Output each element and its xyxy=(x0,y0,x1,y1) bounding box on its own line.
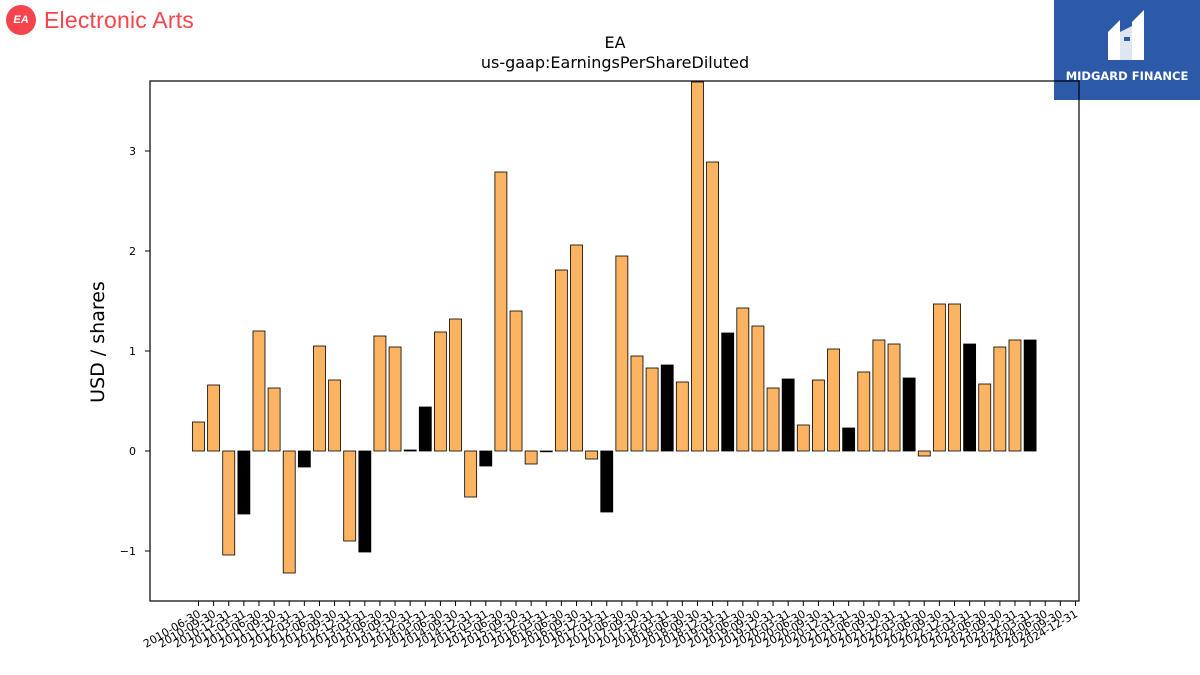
bar xyxy=(963,343,977,452)
y-tick-label: −1 xyxy=(120,545,136,558)
bar xyxy=(282,450,296,574)
bar xyxy=(842,427,856,452)
bar xyxy=(812,379,825,452)
bar xyxy=(297,450,311,468)
bar xyxy=(418,406,432,452)
bar xyxy=(706,161,719,452)
bar xyxy=(252,330,266,452)
x-axis-ticks: 2010-06-302010-09-302010-12-312011-03-31… xyxy=(141,601,1080,651)
bar xyxy=(192,421,205,452)
bar xyxy=(358,450,372,553)
bar xyxy=(479,450,493,467)
midgard-finance-badge: MIDGARD FINANCE xyxy=(1054,0,1200,100)
y-tick-label: 0 xyxy=(129,445,136,458)
bar xyxy=(857,371,871,452)
bar xyxy=(539,450,553,453)
bar xyxy=(570,244,583,452)
bar xyxy=(902,377,916,452)
bar xyxy=(675,381,689,452)
brand-name: Electronic Arts xyxy=(44,6,194,33)
bar xyxy=(796,424,810,452)
bar xyxy=(691,81,704,452)
bar xyxy=(509,310,523,452)
bar xyxy=(434,331,447,452)
bar xyxy=(222,450,236,556)
chart-subtitle: us-gaap:EarningsPerShareDiluted xyxy=(481,53,749,72)
y-tick-label: 2 xyxy=(129,245,136,258)
bar xyxy=(343,450,357,542)
bar xyxy=(207,384,221,452)
bar xyxy=(267,387,281,452)
bar xyxy=(993,346,1007,452)
bar xyxy=(328,379,341,452)
bar xyxy=(948,303,961,452)
bar xyxy=(554,269,568,452)
bar xyxy=(766,387,780,452)
bar xyxy=(1008,339,1022,452)
bars-group xyxy=(192,81,1037,574)
bar xyxy=(237,450,251,515)
brand-header: EA Electronic Arts xyxy=(6,5,194,35)
bar xyxy=(524,450,538,465)
midgard-finance-name: MIDGARD FINANCE xyxy=(1065,69,1189,83)
bar xyxy=(388,346,402,452)
plot-frame xyxy=(149,80,1080,602)
bar xyxy=(751,325,765,452)
bar xyxy=(978,383,992,452)
bar xyxy=(585,450,599,460)
bar xyxy=(917,450,931,457)
bar xyxy=(615,255,629,452)
bar xyxy=(313,345,326,452)
midgard-logo-icon xyxy=(1108,10,1144,60)
bar xyxy=(373,335,387,452)
bar xyxy=(781,378,795,452)
y-tick-label: 1 xyxy=(129,345,136,358)
bar xyxy=(932,303,946,452)
y-axis-label: USD / shares xyxy=(87,281,109,403)
bar xyxy=(1023,339,1037,452)
bar xyxy=(660,364,674,452)
bar xyxy=(403,449,417,452)
bar xyxy=(887,343,901,452)
bar xyxy=(645,367,659,452)
y-tick-label: 3 xyxy=(129,145,136,158)
bar xyxy=(630,355,644,452)
bar xyxy=(721,332,735,452)
bar xyxy=(827,348,840,452)
bar xyxy=(494,171,508,452)
bar xyxy=(736,307,750,452)
bar xyxy=(872,339,886,452)
bar xyxy=(464,450,478,498)
chart-title: EA xyxy=(604,33,625,52)
bar xyxy=(600,450,614,513)
ea-logo-icon: EA xyxy=(6,5,36,35)
y-axis-ticks: −1 0 1 2 3 xyxy=(120,145,150,558)
bar xyxy=(449,318,462,452)
